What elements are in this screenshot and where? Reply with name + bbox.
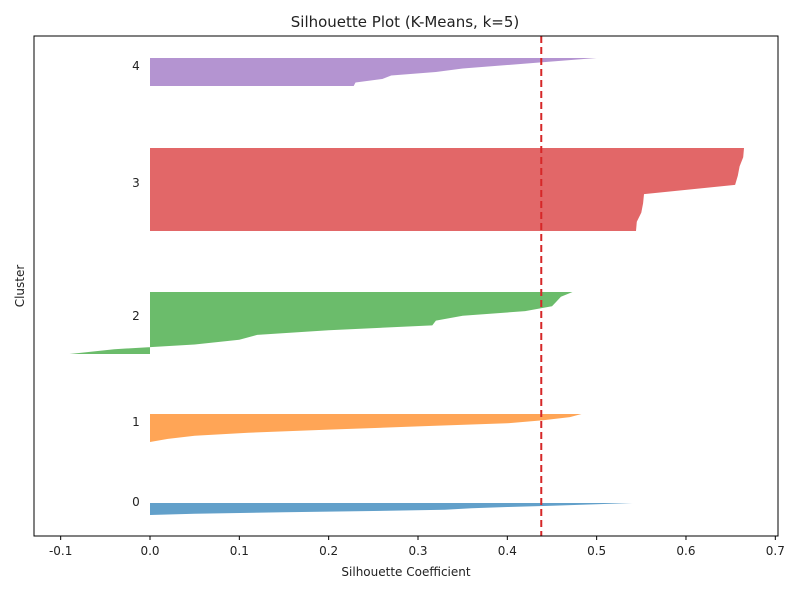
- cluster-0-label: 0: [132, 495, 140, 509]
- x-tick-label: 0.3: [408, 544, 427, 558]
- x-tick-label: 0.5: [587, 544, 606, 558]
- chart-title: Silhouette Plot (K-Means, k=5): [291, 13, 519, 31]
- x-tick-label: 0.6: [676, 544, 695, 558]
- x-axis-label: Silhouette Coefficient: [341, 565, 470, 579]
- cluster-3-silhouette: [150, 148, 744, 231]
- cluster-1-silhouette: [150, 414, 582, 442]
- cluster-1-label: 1: [132, 415, 140, 429]
- cluster-2-label: 2: [132, 309, 140, 323]
- cluster-4-label: 4: [132, 59, 140, 73]
- y-axis-label: Cluster: [13, 265, 27, 308]
- x-tick-label: 0.4: [498, 544, 517, 558]
- x-tick-label: -0.1: [49, 544, 72, 558]
- cluster-4-silhouette: [150, 58, 597, 86]
- x-tick-label: 0.1: [230, 544, 249, 558]
- x-axis: -0.1 0.0 0.1 0.2 0.3 0.4 0.5 0.6 0.7: [49, 536, 785, 558]
- axes-frame: [33, 35, 779, 537]
- cluster-2-silhouette: [69, 292, 573, 354]
- cluster-0-silhouette: [150, 503, 633, 515]
- x-tick-label: 0.0: [140, 544, 159, 558]
- cluster-3-label: 3: [132, 176, 140, 190]
- x-tick-label: 0.7: [766, 544, 785, 558]
- plot-area: 0 1 2 3 4: [69, 36, 744, 536]
- x-tick-label: 0.2: [319, 544, 338, 558]
